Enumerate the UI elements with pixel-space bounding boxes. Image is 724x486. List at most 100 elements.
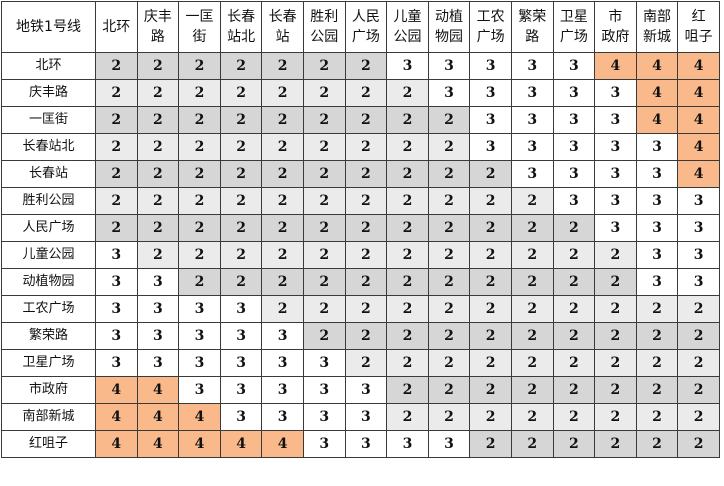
fare-cell: 2 — [178, 160, 221, 188]
column-header-line: 新城 — [643, 29, 672, 45]
fare-cell: 2 — [677, 403, 720, 431]
fare-cell: 2 — [136, 187, 180, 215]
fare-cell: 2 — [219, 79, 263, 107]
fare-cell: 2 — [386, 403, 429, 431]
row-label: 卫星广场 — [1, 349, 96, 377]
fare-cell: 2 — [427, 376, 471, 404]
fare-cell: 2 — [552, 268, 596, 296]
column-header-1: 庆丰路 — [136, 1, 180, 53]
fare-cell: 2 — [386, 349, 429, 377]
fare-cell: 2 — [95, 79, 138, 107]
fare-cell: 2 — [136, 79, 180, 107]
fare-cell: 3 — [261, 376, 304, 404]
row-label: 市政府 — [1, 376, 96, 404]
fare-cell: 2 — [386, 79, 429, 107]
table-row: 繁荣路 3 3 3 3 3 2 2 2 2 2 2 2 2 2 2 — [1, 322, 720, 350]
table-row: 北环 2 2 2 2 2 2 2 3 3 3 3 3 4 4 4 — [1, 52, 720, 80]
fare-cell: 2 — [219, 187, 263, 215]
fare-cell: 4 — [136, 403, 180, 431]
fare-cell: 3 — [635, 133, 679, 161]
column-header-line: 北环 — [102, 19, 131, 35]
fare-cell: 2 — [178, 268, 221, 296]
fare-cell: 2 — [95, 214, 138, 242]
fare-cell: 3 — [178, 376, 221, 404]
fare-cell: 3 — [552, 187, 596, 215]
table-row: 南部新城 4 4 4 3 3 3 3 2 2 2 2 2 2 2 2 — [1, 403, 720, 431]
fare-cell: 2 — [261, 295, 304, 323]
column-header-line: 广场 — [559, 29, 588, 45]
fare-cell: 2 — [178, 214, 221, 242]
fare-cell: 4 — [95, 403, 138, 431]
fare-cell: 3 — [677, 187, 720, 215]
fare-cell: 2 — [510, 430, 554, 458]
column-header-line: 庆丰 — [143, 9, 172, 25]
fare-cell: 2 — [219, 241, 263, 269]
row-label: 胜利公园 — [1, 187, 96, 215]
fare-cell: 3 — [302, 349, 346, 377]
fare-cell: 2 — [261, 214, 304, 242]
fare-cell: 4 — [594, 52, 637, 80]
fare-cell: 3 — [261, 322, 304, 350]
table-row: 人民广场 2 2 2 2 2 2 2 2 2 2 2 2 3 3 3 — [1, 214, 720, 242]
column-header-7: 儿童 公园 — [386, 1, 429, 53]
column-header-line: 红 — [691, 9, 706, 25]
fare-cell: 2 — [469, 403, 512, 431]
fare-cell: 2 — [178, 106, 221, 134]
fare-cell: 3 — [510, 160, 554, 188]
fare-cell: 2 — [469, 241, 512, 269]
column-header-3: 长春 站北 — [219, 1, 263, 53]
fare-table: 地铁1号线 北环 庆丰路一匡街长春 站北 长春站胜利 公园 人民 广场 儿童 公园 动植 物园 工农广… — [1, 1, 720, 458]
fare-cell: 2 — [510, 241, 554, 269]
column-header-line: 公园 — [310, 29, 339, 45]
fare-cell: 2 — [261, 160, 304, 188]
fare-cell: 4 — [136, 376, 180, 404]
column-header-line: 路 — [150, 29, 165, 45]
fare-cell: 2 — [302, 79, 346, 107]
fare-cell: 2 — [677, 322, 720, 350]
fare-cell: 2 — [302, 295, 346, 323]
fare-cell: 2 — [635, 403, 679, 431]
fare-cell: 2 — [469, 268, 512, 296]
fare-cell: 2 — [427, 295, 471, 323]
fare-cell: 3 — [635, 160, 679, 188]
fare-cell: 3 — [552, 160, 596, 188]
fare-cell: 2 — [510, 376, 554, 404]
column-header-9: 工农 广场 — [469, 1, 512, 53]
corner-cell-line-name: 地铁1号线 — [1, 1, 96, 53]
fare-cell: 4 — [178, 430, 221, 458]
column-header-line: 人民 — [351, 9, 380, 25]
fare-cell: 3 — [510, 52, 554, 80]
fare-cell: 2 — [386, 133, 429, 161]
fare-cell: 2 — [136, 133, 180, 161]
fare-cell: 2 — [427, 187, 471, 215]
column-header-line: 路 — [525, 29, 540, 45]
fare-cell: 2 — [552, 376, 596, 404]
fare-cell: 2 — [427, 322, 471, 350]
fare-cell: 3 — [469, 133, 512, 161]
fare-cell: 3 — [219, 322, 263, 350]
fare-cell: 3 — [469, 52, 512, 80]
table-row: 庆丰路 2 2 2 2 2 2 2 2 3 3 3 3 3 4 4 — [1, 79, 720, 107]
fare-cell: 3 — [219, 403, 263, 431]
fare-cell: 2 — [469, 187, 512, 215]
fare-cell: 2 — [386, 268, 429, 296]
fare-cell: 3 — [677, 241, 720, 269]
fare-cell: 2 — [427, 133, 471, 161]
column-header-line: 公园 — [393, 29, 422, 45]
column-header-line: 繁荣 — [518, 9, 547, 25]
column-header-line: 工农 — [476, 9, 505, 25]
fare-cell: 2 — [178, 241, 221, 269]
fare-cell: 3 — [219, 295, 263, 323]
fare-cell: 2 — [136, 241, 180, 269]
fare-cell: 2 — [510, 322, 554, 350]
fare-cell: 3 — [594, 79, 637, 107]
fare-cell: 2 — [594, 322, 637, 350]
fare-cell: 2 — [594, 241, 637, 269]
column-header-2: 一匡街 — [178, 1, 221, 53]
fare-cell: 3 — [302, 403, 346, 431]
fare-cell: 3 — [552, 52, 596, 80]
fare-cell: 2 — [95, 187, 138, 215]
fare-cell: 2 — [219, 133, 263, 161]
fare-cell: 2 — [261, 241, 304, 269]
fare-cell: 2 — [677, 295, 720, 323]
